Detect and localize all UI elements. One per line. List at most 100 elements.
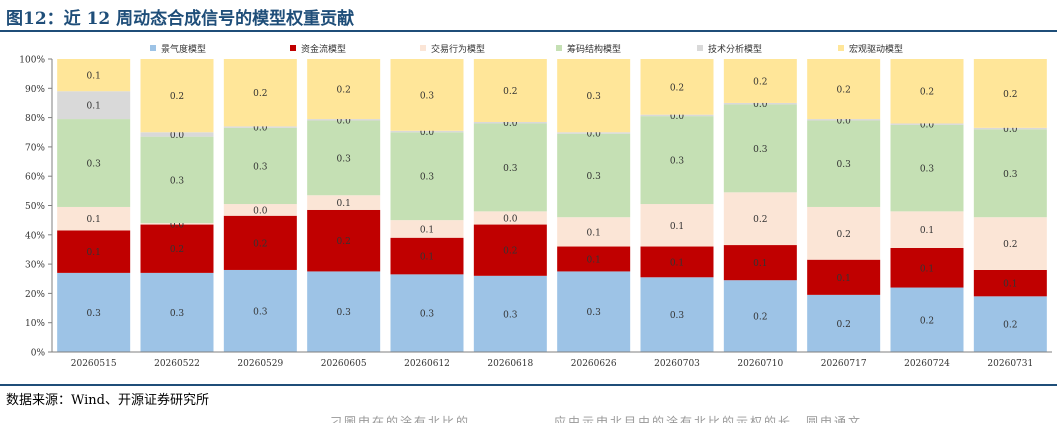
bar-segment [390,237,464,275]
bar-segment [473,123,547,212]
bar-segment [57,206,131,231]
x-tick-label: 20260515 [71,359,117,369]
data-label: 0.2 [170,245,184,255]
bar-segment [223,59,297,127]
legend-label: 资金流模型 [301,43,346,55]
data-label: 0.2 [837,230,851,240]
data-label: 0.2 [753,313,767,323]
data-label: 0.1 [87,72,101,82]
data-label: 0.1 [587,255,601,265]
data-label: 0.3 [170,309,185,319]
data-label: 0.1 [837,274,851,284]
x-tick-label: 20260717 [821,359,867,369]
data-label: 0.3 [253,162,268,172]
y-tick-label: 90% [25,85,45,95]
y-tick-label: 20% [25,290,45,300]
data-label: 0.3 [503,310,518,320]
bar-segment [973,129,1047,218]
bar-segment [140,272,214,352]
bar-segment [807,206,881,260]
bar-segment [473,121,547,124]
bar-segment [723,280,797,352]
data-label: 0.2 [920,316,934,326]
y-tick-label: 50% [25,202,45,212]
data-label: 0.0 [920,121,935,131]
data-label: 0.0 [837,116,852,126]
data-label: 0.2 [837,320,851,330]
bar-segment [723,245,797,281]
x-tick-label: 20260626 [571,359,617,369]
data-label: 0.0 [170,131,185,141]
bar-segment [557,132,631,134]
data-label: 0.0 [253,206,268,216]
bar-segment [890,247,964,288]
x-tick-label: 20260612 [404,359,450,369]
legend-swatch [697,45,703,51]
bar-segment [473,275,547,352]
y-tick-label: 100% [19,56,45,66]
bar-segment [973,127,1047,130]
bar-segment [473,211,547,225]
figure-title: 图12：近 12 周动态合成信号的模型权重贡献 [6,9,355,29]
data-label: 0.2 [503,87,517,97]
bar-segment [390,132,464,221]
data-label: 0.2 [337,237,351,247]
bar-segment [890,124,964,212]
bar-segment [890,211,964,248]
y-tick-label: 70% [25,143,45,153]
bar-segment [307,59,381,120]
bar-segment [57,230,131,273]
bar-segment [140,136,214,224]
bar-segment [640,277,714,352]
data-label: 0.1 [420,225,434,235]
bar-segment [807,59,881,120]
data-label: 0.2 [170,92,184,102]
data-label: 0.2 [337,86,351,96]
y-tick-label: 0% [31,349,46,359]
data-label: 0.1 [1003,280,1017,290]
bar-segment [973,217,1047,270]
footer-rule [0,384,1057,386]
data-label: 0.1 [920,226,934,236]
bar-segment [223,215,297,270]
bar-segment [307,195,381,210]
data-label: 0.0 [670,112,685,122]
data-label: 0.3 [337,308,352,318]
bar-segment [390,220,464,238]
bar-segment [890,287,964,352]
data-label: 0.2 [920,88,934,98]
bar-segment [223,127,297,205]
x-tick-label: 20260710 [737,359,783,369]
bar-segment [807,119,881,121]
data-label: 0.1 [587,228,601,238]
data-label: 0.3 [337,154,352,164]
bar-segment [140,132,214,137]
bar-segment [807,294,881,352]
data-label: 0.0 [1003,125,1018,135]
legend-label: 宏观驱动模型 [849,43,903,55]
bar-segment [807,120,881,207]
bar-segment [723,102,797,105]
bar-segment [723,59,797,103]
data-label: 0.1 [87,215,101,225]
bar-segment [57,91,131,120]
data-label: 0.1 [87,248,101,258]
data-label: 0.2 [253,89,267,99]
legend-label: 技术分析模型 [708,43,762,55]
data-label: 0.3 [837,160,852,170]
bar-segment [640,116,714,205]
x-tick-label: 20260522 [154,359,200,369]
data-label: 0.3 [420,91,435,101]
data-label: 0.2 [837,86,851,96]
bar-segment [223,204,297,216]
legend-swatch [556,45,562,51]
legend-swatch [150,45,156,51]
data-label: 0.1 [420,253,434,263]
legend-swatch [290,45,296,51]
bar-segment [390,274,464,352]
bar-segment [640,204,714,247]
bar-segment [57,59,131,92]
data-label: 0.1 [670,222,684,232]
data-label: 0.2 [253,239,267,249]
bar-segment [140,223,214,225]
